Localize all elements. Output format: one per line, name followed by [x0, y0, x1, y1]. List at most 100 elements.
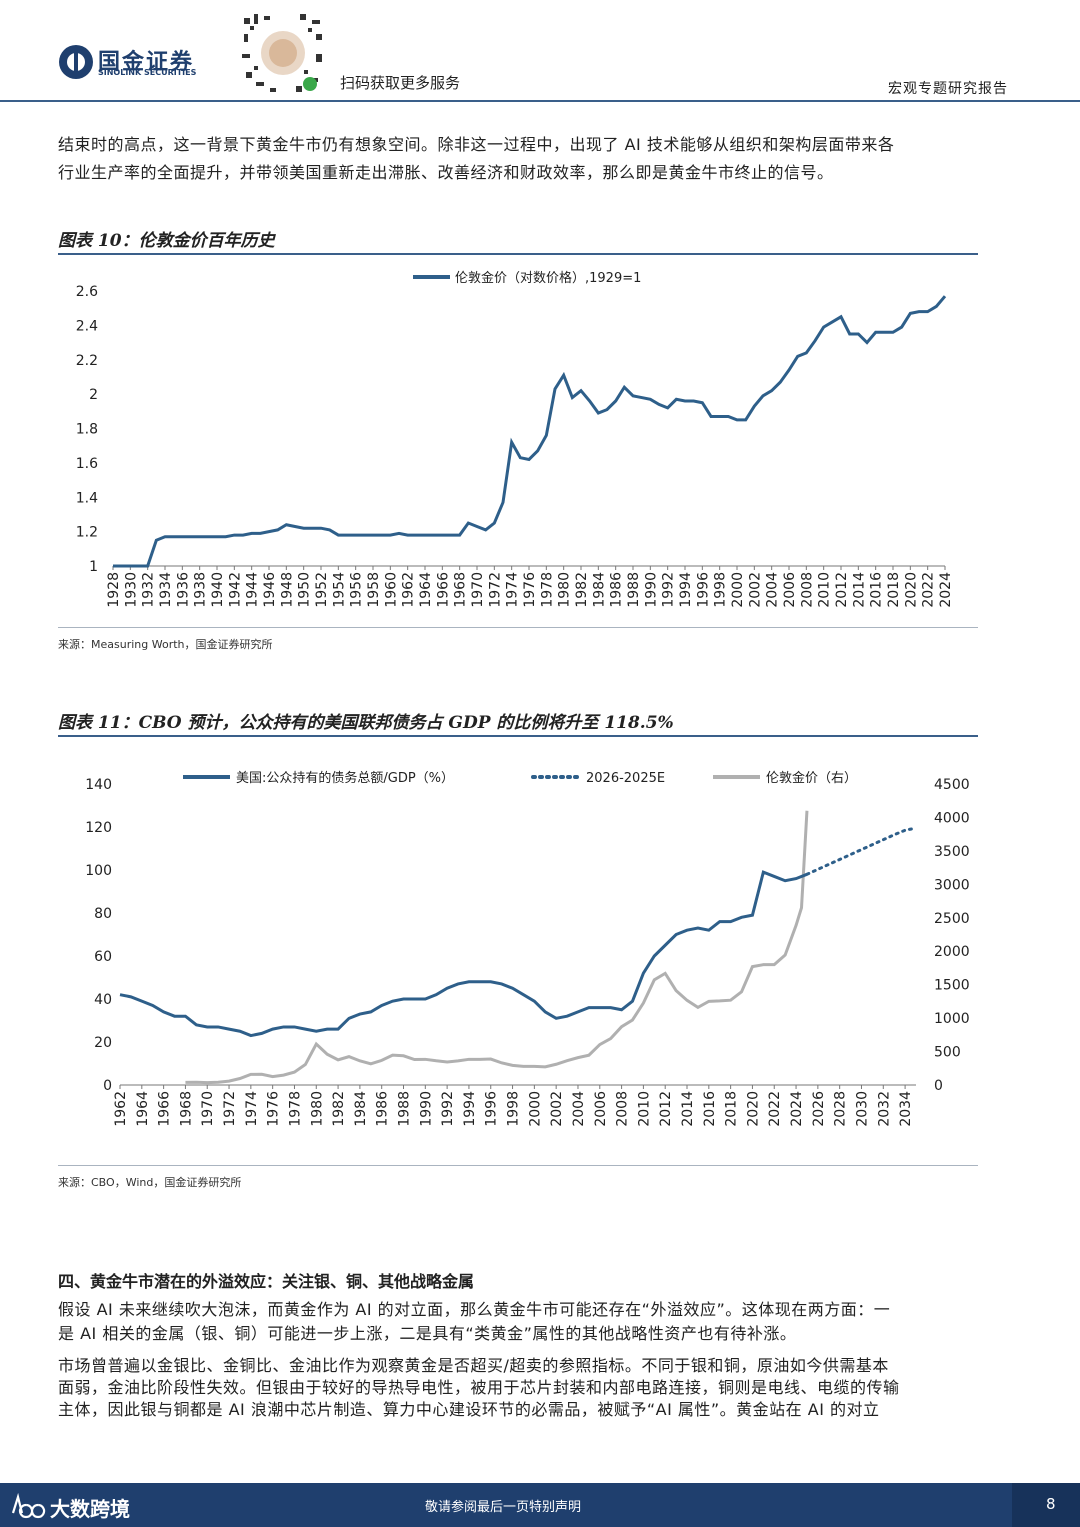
x-tick-label: 1978 — [287, 1091, 303, 1127]
x-tick-label: 2020 — [745, 1091, 761, 1127]
figure10-top-rule — [58, 253, 978, 255]
sinolink-logo — [58, 44, 94, 80]
x-tick-label: 1992 — [661, 572, 677, 608]
figure10-title: 图表 10：伦敦金价百年历史 — [58, 231, 275, 251]
x-tick-label: 1946 — [262, 572, 278, 608]
y-right-tick-label: 3000 — [934, 877, 970, 893]
y-tick-label: 2 — [89, 387, 98, 403]
section4-p1-line2: 是 AI 相关的金属（银、铜）可能进一步上涨，二是具有“类黄金”属性的其他战略性… — [58, 1324, 797, 1343]
figure11-source: 来源：CBO，Wind，国金证券研究所 — [58, 1176, 242, 1189]
x-tick-label: 2014 — [680, 1091, 696, 1127]
y-right-tick-label: 2500 — [934, 911, 970, 927]
x-tick-label: 2010 — [817, 572, 833, 608]
y-tick-label: 1.6 — [76, 456, 98, 472]
x-tick-label: 2002 — [549, 1091, 565, 1127]
legend-label-projection: 2026-2025E — [586, 771, 665, 786]
footer-disclaimer: 敬请参阅最后一页特别声明 — [425, 1500, 582, 1515]
x-tick-label: 2030 — [854, 1091, 870, 1127]
x-tick-label: 1960 — [383, 572, 399, 608]
y-left-tick-label: 0 — [103, 1078, 112, 1094]
x-tick-label: 2006 — [782, 572, 798, 608]
x-tick-label: 1988 — [626, 572, 642, 608]
x-tick-label: 2016 — [869, 572, 885, 608]
y-left-tick-label: 100 — [85, 863, 112, 879]
x-tick-label: 2008 — [615, 1091, 631, 1127]
x-tick-label: 2014 — [851, 572, 867, 608]
brand-logo-icon — [10, 1491, 46, 1519]
x-tick-label: 1956 — [349, 572, 365, 608]
x-tick-label: 1954 — [331, 572, 347, 608]
y-tick-label: 2.6 — [76, 284, 98, 300]
y-right-tick-label: 500 — [934, 1045, 961, 1061]
x-tick-label: 1990 — [643, 572, 659, 608]
x-tick-label: 2012 — [658, 1091, 674, 1127]
figure11-top-rule — [58, 735, 978, 737]
x-tick-label: 1938 — [193, 572, 209, 608]
x-tick-label: 1962 — [113, 1091, 129, 1127]
y-left-tick-label: 20 — [94, 1035, 112, 1051]
x-tick-label: 2032 — [876, 1091, 892, 1127]
section4-p1-line1: 假设 AI 未来继续吹大泡沫，而黄金作为 AI 的对立面，那么黄金牛市可能还存在… — [58, 1300, 891, 1319]
y-tick-label: 2.2 — [76, 353, 98, 369]
x-tick-label: 1942 — [227, 572, 243, 608]
y-right-tick-label: 1500 — [934, 978, 970, 994]
x-tick-label: 2016 — [702, 1091, 718, 1127]
x-tick-label: 2004 — [571, 1091, 587, 1127]
sinolink-logo-icon — [59, 45, 93, 79]
x-tick-label: 2018 — [724, 1091, 740, 1127]
x-tick-label: 2002 — [747, 572, 763, 608]
x-tick-label: 1994 — [462, 1091, 478, 1127]
x-tick-label: 2012 — [834, 572, 850, 608]
x-tick-label: 1972 — [487, 572, 503, 608]
x-tick-label: 1974 — [244, 1091, 260, 1127]
legend-label-gold: 伦敦金价（右） — [766, 770, 857, 786]
x-tick-label: 1958 — [366, 572, 382, 608]
x-tick-label: 1986 — [609, 572, 625, 608]
x-tick-label: 1980 — [557, 572, 573, 608]
x-tick-label: 2024 — [789, 1091, 805, 1127]
x-tick-label: 1994 — [678, 572, 694, 608]
debt-projection-line — [805, 826, 918, 876]
x-tick-label: 2022 — [767, 1091, 783, 1127]
x-tick-label: 1966 — [157, 1091, 173, 1127]
figure11-chart: 0 20 40 60 80 100 120 140 0 500 1000 1500 2000 2500 30… — [85, 770, 970, 1127]
x-tick-label: 1976 — [266, 1091, 282, 1127]
x-tick-label: 1986 — [375, 1091, 391, 1127]
x-tick-label: 2020 — [903, 572, 919, 608]
section4-p2-line3: 主体，因此银与铜都是 AI 浪潮中芯片制造、算力中心建设环节的必需品，被赋予“A… — [58, 1400, 880, 1419]
gold-price-line — [185, 810, 809, 1085]
x-tick-label: 2018 — [886, 572, 902, 608]
page-number-box: 8 — [1012, 1483, 1080, 1527]
x-tick-label: 2004 — [765, 572, 781, 608]
logo-cn: 国金证券 — [98, 50, 195, 75]
y-left-tick-label: 80 — [94, 906, 112, 922]
x-tick-label: 1982 — [574, 572, 590, 608]
x-tick-label: 1970 — [200, 1091, 216, 1127]
figure10-source: 来源：Measuring Worth，国金证券研究所 — [58, 638, 273, 651]
y-tick-label: 1.4 — [76, 490, 98, 506]
qr-code[interactable] — [240, 10, 326, 96]
x-tick-label: 1980 — [309, 1091, 325, 1127]
x-tick-label: 1996 — [484, 1091, 500, 1127]
x-tick-label: 1974 — [505, 572, 521, 608]
figure10-bottom-rule — [58, 627, 978, 628]
x-tick-label: 1988 — [397, 1091, 413, 1127]
section4-heading: 四、黄金牛市潜在的外溢效应：关注银、铜、其他战略金属 — [58, 1272, 475, 1291]
y-left-tick-label: 120 — [85, 820, 112, 836]
x-tick-label: 1962 — [401, 572, 417, 608]
x-tick-label: 1948 — [279, 572, 295, 608]
x-tick-label: 1944 — [245, 572, 261, 608]
y-left-tick-label: 60 — [94, 949, 112, 965]
y-right-tick-label: 4500 — [934, 777, 970, 793]
y-tick-label: 2.4 — [76, 318, 98, 334]
logo-en: SINOLINK SECURITIES — [98, 68, 197, 77]
x-tick-label: 2028 — [833, 1091, 849, 1127]
x-tick-label: 1934 — [158, 572, 174, 608]
x-tick-label: 1964 — [418, 572, 434, 608]
x-tick-label: 1992 — [440, 1091, 456, 1127]
x-tick-label: 1950 — [297, 572, 313, 608]
qr-code-icon — [240, 10, 326, 96]
y-right-tick-label: 0 — [934, 1078, 943, 1094]
y-left-tick-label: 140 — [85, 777, 112, 793]
